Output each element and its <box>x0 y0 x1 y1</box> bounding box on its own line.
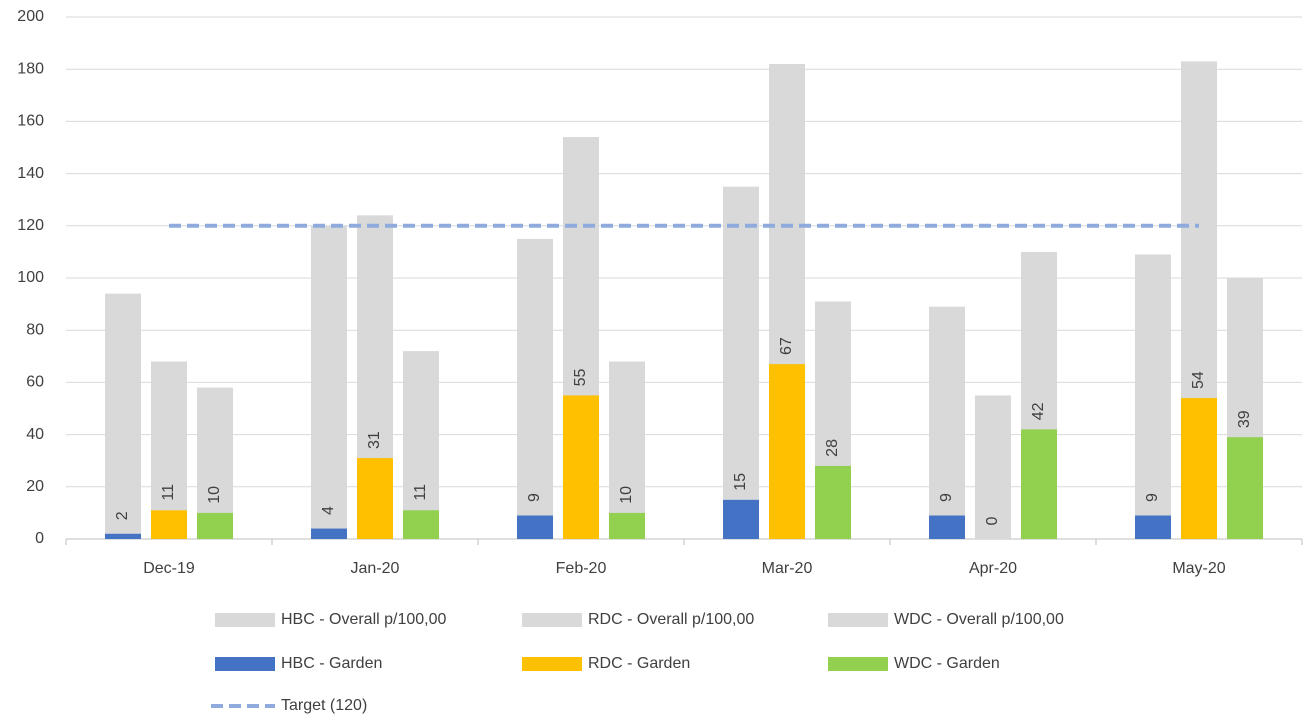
x-tick-label: May-20 <box>1172 560 1225 577</box>
bar <box>311 225 347 540</box>
bar <box>517 515 553 539</box>
bar <box>723 186 759 539</box>
legend-swatch <box>522 613 582 627</box>
bar <box>403 351 439 539</box>
x-tick-label: Feb-20 <box>556 560 607 577</box>
data-label: 39 <box>1236 410 1253 428</box>
data-label: 67 <box>778 337 795 355</box>
data-label: 2 <box>114 511 131 520</box>
legend-label: RDC - Overall p/100,00 <box>588 611 754 628</box>
bar <box>105 293 141 539</box>
legend-swatch <box>215 613 275 627</box>
data-label: 9 <box>526 493 543 502</box>
data-label: 10 <box>618 486 635 504</box>
bar <box>609 361 645 539</box>
y-tick-label: 160 <box>17 113 44 130</box>
legend-swatch <box>828 657 888 671</box>
x-tick-label: Mar-20 <box>762 560 813 577</box>
y-tick-label: 0 <box>35 530 44 547</box>
data-label: 31 <box>366 431 383 449</box>
legend-swatch <box>828 613 888 627</box>
bar <box>1135 515 1171 539</box>
y-tick-label: 180 <box>17 60 44 77</box>
data-label: 9 <box>1144 493 1161 502</box>
data-label: 55 <box>572 368 589 386</box>
legend-label: WDC - Garden <box>894 655 1000 672</box>
legend-label: RDC - Garden <box>588 655 690 672</box>
bar <box>563 395 599 539</box>
data-label: 0 <box>984 516 1001 525</box>
legend-label: HBC - Overall p/100,00 <box>281 611 447 628</box>
y-tick-label: 40 <box>26 426 44 443</box>
bar <box>929 306 965 539</box>
bar <box>403 510 439 539</box>
bar <box>929 515 965 539</box>
data-label: 42 <box>1030 402 1047 420</box>
data-label: 15 <box>732 473 749 491</box>
legend-label: WDC - Overall p/100,00 <box>894 611 1064 628</box>
y-tick-label: 200 <box>17 8 44 25</box>
y-tick-label: 80 <box>26 321 44 338</box>
data-label: 4 <box>320 506 337 515</box>
legend-swatch <box>522 657 582 671</box>
bar <box>975 395 1011 539</box>
bar <box>517 238 553 539</box>
data-label: 11 <box>160 484 177 501</box>
bar <box>1227 437 1263 539</box>
y-tick-label: 120 <box>17 217 44 234</box>
bar <box>609 512 645 539</box>
bar <box>151 361 187 539</box>
data-label: 28 <box>824 439 841 457</box>
x-tick-label: Apr-20 <box>969 560 1017 577</box>
bar <box>1181 398 1217 539</box>
data-label: 9 <box>938 493 955 502</box>
bar <box>815 465 851 539</box>
y-tick-label: 20 <box>26 478 44 495</box>
bar <box>1021 429 1057 539</box>
y-tick-label: 140 <box>17 165 44 182</box>
x-tick-label: Dec-19 <box>143 560 195 577</box>
bar <box>105 533 141 539</box>
legend-swatch <box>215 657 275 671</box>
bar <box>769 364 805 539</box>
bar <box>1135 254 1171 539</box>
bar <box>723 499 759 539</box>
bar <box>311 528 347 539</box>
bar <box>151 510 187 539</box>
y-tick-label: 60 <box>26 374 44 391</box>
bar <box>197 512 233 539</box>
data-label: 54 <box>1190 371 1207 389</box>
x-tick-label: Jan-20 <box>351 560 400 577</box>
data-label: 11 <box>412 484 429 501</box>
y-tick-label: 100 <box>17 269 44 286</box>
legend-label: Target (120) <box>281 697 367 714</box>
bar <box>357 458 393 539</box>
data-label: 10 <box>206 486 223 504</box>
legend-label: HBC - Garden <box>281 655 382 672</box>
